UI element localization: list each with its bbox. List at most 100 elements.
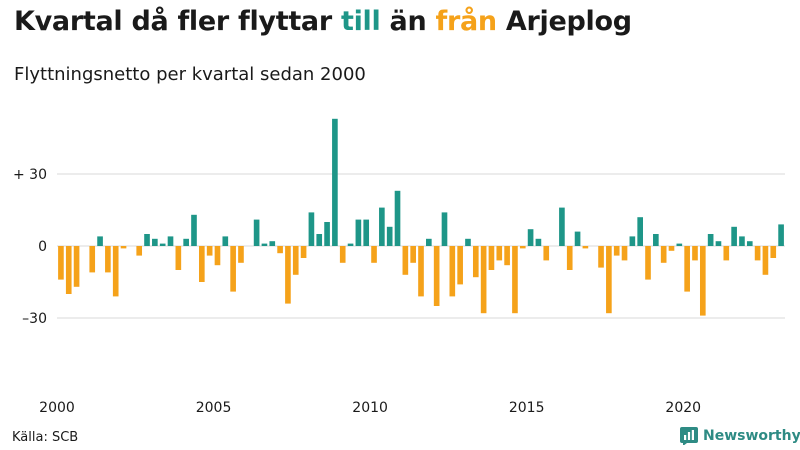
bar bbox=[457, 246, 463, 285]
newsworthy-logo-icon bbox=[680, 427, 698, 445]
bar bbox=[73, 246, 80, 287]
bar bbox=[488, 246, 495, 270]
bar bbox=[285, 246, 291, 304]
bar bbox=[559, 207, 565, 246]
bar bbox=[535, 238, 542, 246]
bar bbox=[731, 226, 737, 246]
bar bbox=[112, 246, 119, 297]
bar bbox=[355, 219, 362, 246]
bar bbox=[472, 246, 479, 278]
bar bbox=[89, 246, 96, 273]
y-tick-label: –30 bbox=[22, 311, 47, 327]
bar bbox=[167, 236, 174, 246]
bar bbox=[527, 229, 534, 246]
bar bbox=[543, 246, 550, 261]
bar bbox=[152, 238, 158, 246]
bar-layer bbox=[58, 118, 784, 316]
bar bbox=[426, 238, 432, 246]
bar bbox=[324, 222, 330, 246]
bar bbox=[316, 234, 323, 246]
bar bbox=[277, 246, 283, 254]
bar bbox=[449, 246, 456, 297]
bar bbox=[512, 246, 518, 314]
bar bbox=[292, 246, 299, 275]
bar bbox=[418, 246, 424, 297]
bar bbox=[629, 236, 636, 246]
bar bbox=[715, 241, 722, 246]
bar bbox=[574, 231, 581, 246]
bar bbox=[339, 246, 346, 263]
chart-title: Kvartal då fler flyttar till än från Arj… bbox=[14, 6, 632, 37]
bar bbox=[300, 246, 307, 258]
bar bbox=[394, 190, 401, 246]
bar bbox=[637, 217, 643, 246]
bar bbox=[441, 212, 448, 246]
bar bbox=[230, 246, 236, 292]
bar bbox=[371, 246, 377, 263]
title-part-3: Arjeplog bbox=[496, 6, 632, 37]
bar bbox=[496, 246, 503, 261]
bar bbox=[723, 246, 730, 261]
bar bbox=[144, 234, 150, 246]
bar bbox=[778, 224, 784, 246]
bar bbox=[269, 241, 276, 246]
bar bbox=[386, 226, 393, 246]
axis-layer: + 30 0 –30 2000 2005 2010 2015 2020 bbox=[13, 167, 701, 416]
bar bbox=[206, 246, 213, 256]
bar bbox=[660, 246, 667, 263]
bar bbox=[65, 246, 72, 294]
title-word-fran: från bbox=[435, 6, 498, 37]
bar bbox=[519, 246, 526, 249]
bar bbox=[136, 246, 143, 256]
bar bbox=[175, 246, 182, 270]
bar bbox=[566, 246, 573, 270]
bar bbox=[621, 246, 628, 261]
x-tick-label: 2005 bbox=[196, 400, 232, 416]
logo-text: Newsworthy bbox=[703, 428, 800, 444]
y-tick-label: 0 bbox=[38, 239, 47, 255]
bar bbox=[707, 234, 714, 246]
bar bbox=[746, 241, 753, 246]
bar bbox=[504, 246, 510, 266]
bar bbox=[363, 219, 370, 246]
bar bbox=[183, 238, 189, 246]
bar bbox=[159, 243, 166, 246]
x-tick-label: 2000 bbox=[39, 400, 75, 416]
bar bbox=[598, 246, 604, 268]
bar bbox=[480, 246, 487, 314]
bar bbox=[222, 236, 229, 246]
bar bbox=[238, 246, 244, 263]
x-tick-label: 2010 bbox=[352, 400, 388, 416]
bar bbox=[692, 246, 698, 261]
bar bbox=[754, 246, 761, 261]
bar bbox=[105, 246, 111, 273]
bar bbox=[465, 238, 471, 246]
bar bbox=[402, 246, 409, 275]
bar bbox=[332, 118, 338, 246]
bar bbox=[582, 246, 589, 249]
bar bbox=[191, 214, 197, 246]
bar bbox=[199, 246, 205, 282]
bar bbox=[379, 207, 385, 246]
bar bbox=[97, 236, 103, 246]
bar bbox=[347, 243, 354, 246]
bar bbox=[214, 246, 221, 266]
source-note: Källa: SCB bbox=[12, 430, 79, 445]
bar bbox=[653, 234, 659, 246]
bar bbox=[308, 212, 315, 246]
x-tick-label: 2020 bbox=[665, 400, 701, 416]
bar bbox=[770, 246, 777, 258]
bar bbox=[676, 243, 683, 246]
bar bbox=[120, 246, 127, 249]
x-tick-label: 2015 bbox=[509, 400, 545, 416]
chart-subtitle: Flyttningsnetto per kvartal sedan 2000 bbox=[14, 64, 366, 85]
y-tick-label: + 30 bbox=[13, 167, 47, 183]
bar bbox=[410, 246, 416, 263]
bar bbox=[645, 246, 651, 280]
bar bbox=[433, 246, 440, 306]
bar bbox=[668, 246, 675, 251]
title-word-till: till bbox=[340, 6, 381, 37]
bar bbox=[613, 246, 620, 256]
bar bbox=[58, 246, 64, 280]
bar bbox=[261, 243, 268, 246]
